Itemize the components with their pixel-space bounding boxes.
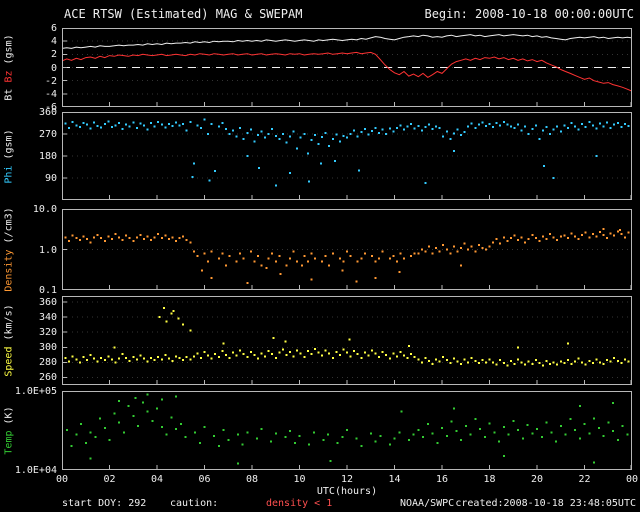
axis-label-part: Temp <box>3 424 15 455</box>
y-tick-label: 0 <box>50 62 57 74</box>
y-tick-label: 1.0E+05 <box>14 386 57 397</box>
y-tick-label: 2 <box>50 49 57 61</box>
bt-series <box>62 34 632 49</box>
y-tick-label: 1.0E+04 <box>14 465 57 476</box>
plot-title: ACE RTSW (Estimated) MAG & SWEPAM <box>64 7 303 21</box>
y-tick-label: 280 <box>38 357 57 369</box>
speed-series <box>62 307 632 367</box>
x-tick-label: 20 <box>530 474 544 485</box>
x-tick-label: 08 <box>245 474 259 485</box>
axis-label-part: Phi <box>3 159 15 184</box>
x-tick-label: 16 <box>435 474 449 485</box>
x-tick-label: 12 <box>340 474 354 485</box>
x-tick-label: 10 <box>293 474 306 485</box>
x-tick-label: 00 <box>55 474 69 485</box>
mag-panel <box>62 28 632 107</box>
y-tick-label: 270 <box>38 129 57 140</box>
x-tick-label: 00 <box>625 474 639 485</box>
speed-axis-label: Speed (km/s) <box>0 296 18 385</box>
y-tick-label: 260 <box>38 372 57 384</box>
temp-series <box>62 393 632 465</box>
y-tick-label: 360 <box>38 297 57 309</box>
x-tick-label: 06 <box>198 474 211 485</box>
y-tick-label: 0.1 <box>38 285 57 296</box>
axis-label-part: (gsm) <box>3 128 15 160</box>
caution-label: caution: <box>170 498 219 509</box>
temp-panel <box>62 391 632 470</box>
y-tick-label: 10.0 <box>32 204 57 215</box>
temp-axis-label: Temp (K) <box>0 391 18 470</box>
start-doy-label: start DOY: 292 <box>62 498 147 509</box>
y-tick-label: -4 <box>44 88 57 100</box>
x-axis-label: UTC(hours) <box>316 486 378 497</box>
x-tick-label: 02 <box>103 474 116 485</box>
y-tick-label: 1.0 <box>38 244 57 256</box>
axis-label-part: Speed <box>3 340 15 377</box>
speed-panel <box>62 296 632 385</box>
begin-timestamp: Begin: 2008-10-18 00:00:00UTC <box>424 7 634 21</box>
y-tick-label: 180 <box>38 151 57 162</box>
axis-label-part: Bt <box>3 82 15 101</box>
axis-label-part: (km/s) <box>3 304 15 341</box>
phi-axis-label: Phi (gsm) <box>0 112 18 200</box>
axis-label-part: Density <box>3 243 15 292</box>
agency-label: NOAA/SWPC <box>400 498 455 509</box>
y-tick-label: -2 <box>44 75 57 87</box>
y-tick-label: 340 <box>38 312 57 324</box>
axis-label-part: Bz <box>3 64 15 83</box>
axis-label-part: (/cm3) <box>3 207 15 244</box>
x-tick-label: 18 <box>483 474 496 485</box>
y-tick-label: 320 <box>38 327 57 339</box>
x-tick-label: 04 <box>150 474 164 485</box>
y-tick-label: -6 <box>44 102 57 113</box>
x-tick-label: 22 <box>578 474 591 485</box>
density-axis-label: Density (/cm3) <box>0 207 18 292</box>
y-tick-label: 6 <box>50 23 57 34</box>
x-tick-label: 14 <box>388 474 401 485</box>
caution-value: density < 1 <box>266 498 333 509</box>
y-tick-label: 360 <box>38 107 57 118</box>
y-tick-label: 90 <box>44 173 57 184</box>
y-tick-label: 4 <box>50 36 57 48</box>
axis-label-part: (K) <box>3 406 15 425</box>
phi-panel <box>62 112 632 200</box>
density-series <box>62 228 632 284</box>
created-timestamp: created:2008-10-18 23:48:05UTC <box>455 498 636 509</box>
y-tick-label: 300 <box>38 342 57 354</box>
phi-series <box>62 118 632 187</box>
density-panel <box>62 209 632 290</box>
axis-label-part: (gsm) <box>3 34 15 65</box>
mag-axis-label: Bt Bz (gsm) <box>0 28 18 107</box>
bz-series <box>62 51 632 92</box>
